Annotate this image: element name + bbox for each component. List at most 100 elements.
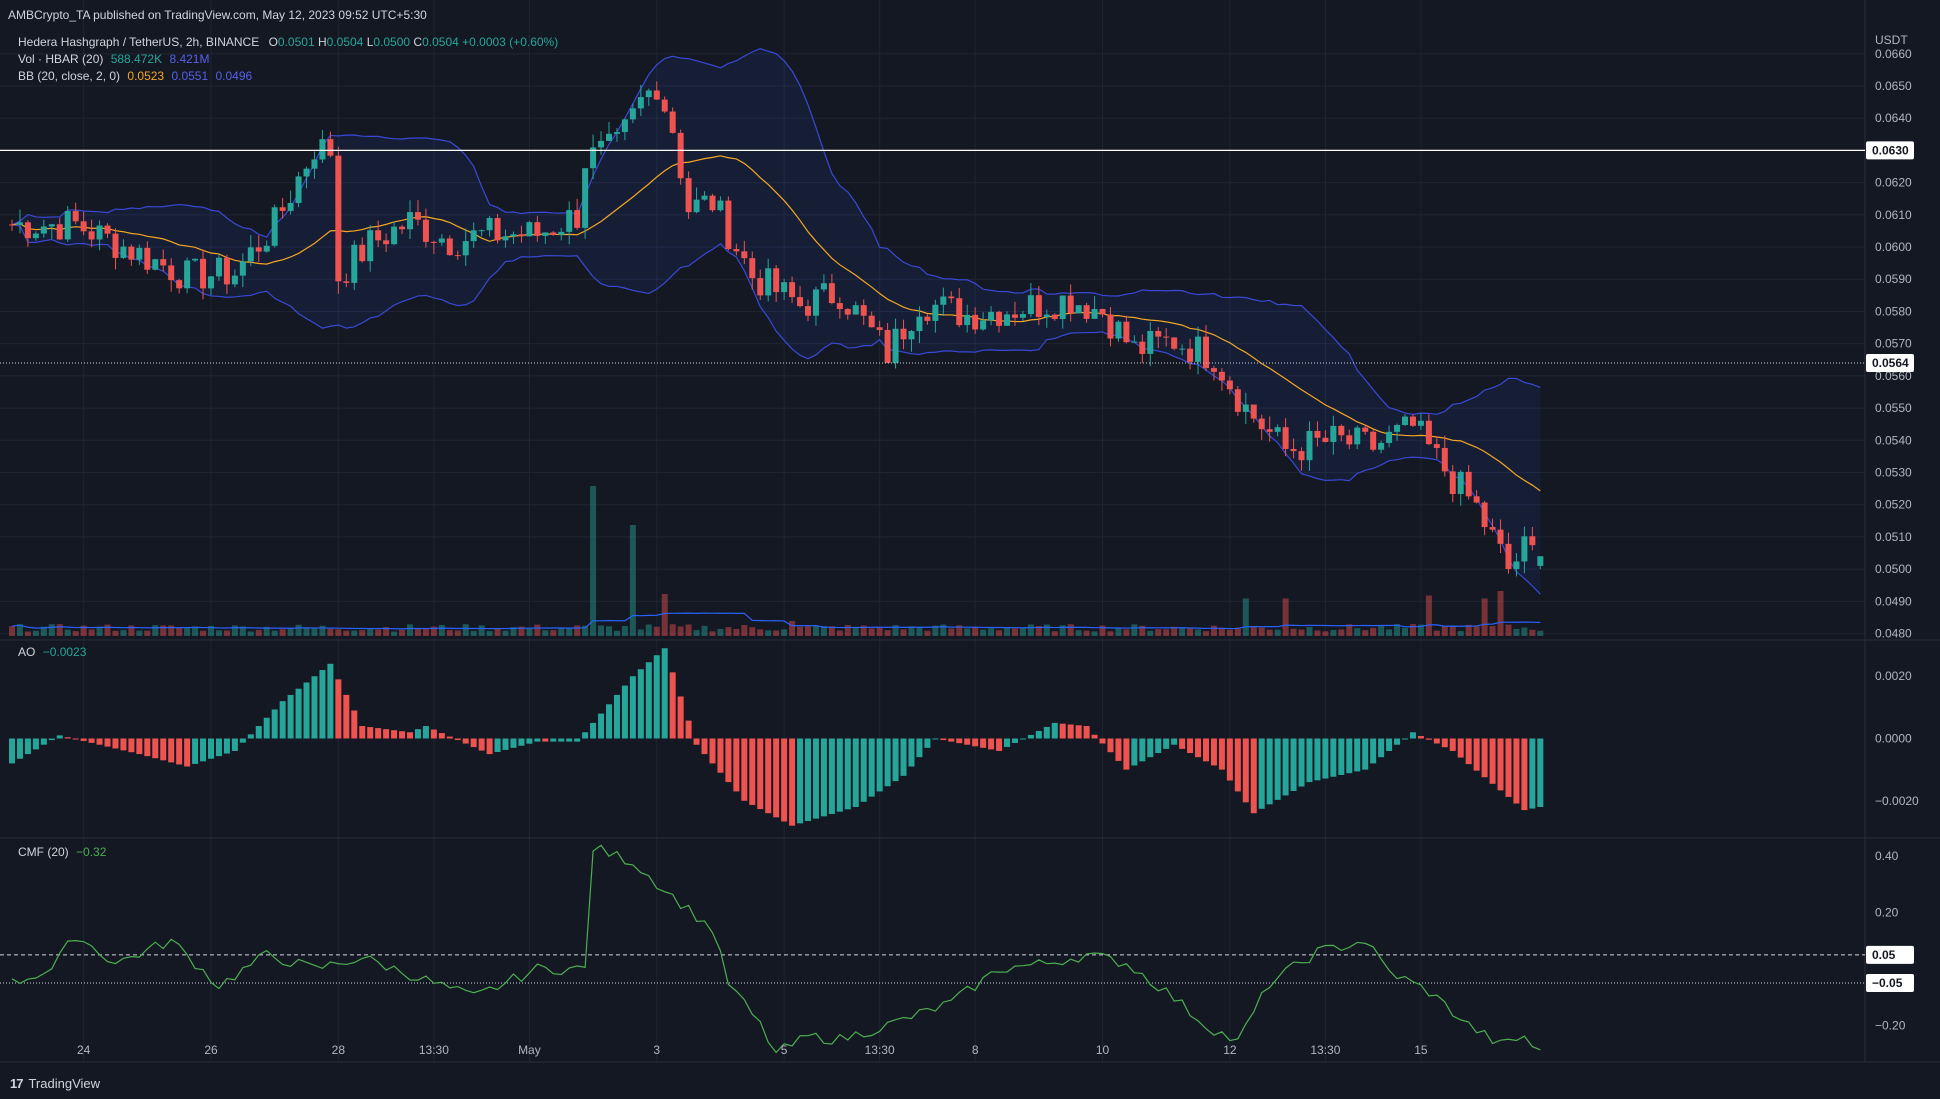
- ao-bar: [1465, 738, 1472, 765]
- candle-body: [383, 240, 390, 245]
- time-tick-label: 15: [1414, 1043, 1428, 1057]
- ao-bar: [1529, 738, 1536, 809]
- candle-body: [9, 224, 15, 226]
- ao-bar: [1521, 738, 1528, 811]
- volume-bar: [1346, 624, 1353, 636]
- volume-bar: [725, 627, 732, 636]
- awesome-oscillator-histogram: [9, 648, 1544, 826]
- ao-bar: [128, 738, 135, 753]
- ao-bar: [1019, 738, 1026, 740]
- resistance-price-tag: 0.0630: [1872, 143, 1909, 157]
- bb-legend[interactable]: BB (20, close, 2, 0) 0.0523 0.0551 0.049…: [18, 69, 252, 83]
- cmf-legend[interactable]: CMF (20) −0.32: [18, 845, 106, 859]
- candle-body: [598, 140, 605, 148]
- ao-bar: [733, 738, 740, 792]
- volume-bar: [812, 625, 819, 636]
- ao-bar: [40, 738, 47, 745]
- ao-bar: [661, 648, 668, 739]
- volume-bar: [1043, 624, 1050, 636]
- ao-bar: [88, 738, 95, 743]
- candle-body: [1147, 330, 1154, 354]
- candle-body: [1370, 431, 1377, 450]
- candle-body: [223, 257, 230, 285]
- volume-bar: [653, 626, 660, 636]
- volume-bar: [319, 625, 326, 636]
- ao-tick-label: 0.0000: [1875, 732, 1912, 746]
- symbol-name[interactable]: Hedera Hashgraph / TetherUS, 2h, BINANCE: [18, 35, 260, 49]
- volume-bar: [629, 525, 636, 636]
- candle-body: [1433, 444, 1440, 448]
- ao-bar: [438, 733, 445, 739]
- volume-bar: [96, 626, 103, 636]
- tradingview-logo[interactable]: 17 TradingView: [10, 1076, 100, 1091]
- volume-bar: [1394, 624, 1401, 636]
- candle-body: [494, 218, 501, 241]
- price-tick-label: 0.0590: [1875, 272, 1912, 286]
- volume-bar: [1497, 591, 1504, 636]
- ao-bar: [892, 738, 899, 782]
- candle-body: [812, 289, 819, 316]
- candle-body: [629, 108, 636, 120]
- volume-bar: [1282, 598, 1289, 636]
- candle-body: [414, 212, 421, 220]
- ao-bar: [805, 738, 811, 821]
- candle-body: [828, 283, 835, 304]
- ao-bar: [637, 669, 644, 739]
- ao-bar: [1322, 738, 1329, 779]
- candle-body: [1513, 561, 1520, 570]
- volume-bar: [709, 631, 716, 636]
- ao-bar: [104, 738, 111, 747]
- volume-bar: [1099, 625, 1106, 636]
- ohlc-close: 0.0504: [422, 35, 459, 49]
- volume-bar: [884, 630, 891, 636]
- volume-bar: [168, 625, 175, 636]
- volume-legend[interactable]: Vol · HBAR (20) 588.472K 8.421M: [18, 52, 209, 66]
- volume-bar: [1449, 626, 1456, 636]
- volume-bar: [1226, 629, 1233, 636]
- candle-body: [343, 281, 350, 283]
- volume-bar: [972, 626, 979, 636]
- volume-bar: [1314, 630, 1321, 636]
- ao-bar: [860, 738, 867, 802]
- time-tick-label: 13:30: [419, 1043, 449, 1057]
- ao-bar: [152, 738, 159, 759]
- volume-bar: [797, 626, 804, 636]
- volume-bar: [518, 626, 525, 636]
- ao-bar: [956, 738, 963, 744]
- ao-bar: [80, 738, 87, 741]
- ao-bar: [765, 738, 772, 814]
- candle-body: [717, 200, 724, 211]
- candle-body: [1266, 429, 1273, 432]
- volume-bar: [24, 631, 31, 636]
- volume-bar: [1218, 627, 1225, 636]
- ao-bar: [9, 738, 15, 764]
- ao-bar: [478, 738, 485, 751]
- ao-bar: [1203, 738, 1209, 762]
- candle-body: [621, 119, 628, 133]
- volume-bar: [693, 630, 700, 636]
- candle-body: [279, 207, 286, 211]
- price-tick-label: 0.0570: [1875, 337, 1912, 351]
- candle-body: [192, 258, 199, 261]
- candle-body: [1346, 435, 1353, 445]
- ao-bar: [208, 738, 214, 759]
- ao-bar: [1290, 738, 1297, 791]
- ao-legend[interactable]: AO −0.0023: [18, 645, 86, 659]
- candle-body: [152, 259, 159, 270]
- volume-bar: [645, 624, 652, 636]
- candle-body: [1131, 341, 1138, 343]
- candle-body: [462, 241, 469, 256]
- ao-bar: [836, 738, 843, 812]
- ao-bar: [1417, 736, 1424, 739]
- candle-body: [574, 210, 581, 228]
- volume-bar: [781, 629, 788, 636]
- candle-body: [470, 230, 477, 242]
- time-tick-label: 13:30: [1310, 1043, 1340, 1057]
- volume-bar: [192, 626, 199, 636]
- candle-body: [900, 328, 907, 340]
- ao-bar: [1147, 738, 1154, 758]
- volume-bar: [1203, 631, 1209, 636]
- ao-bar: [781, 738, 788, 822]
- price-tick-label: 0.0600: [1875, 240, 1912, 254]
